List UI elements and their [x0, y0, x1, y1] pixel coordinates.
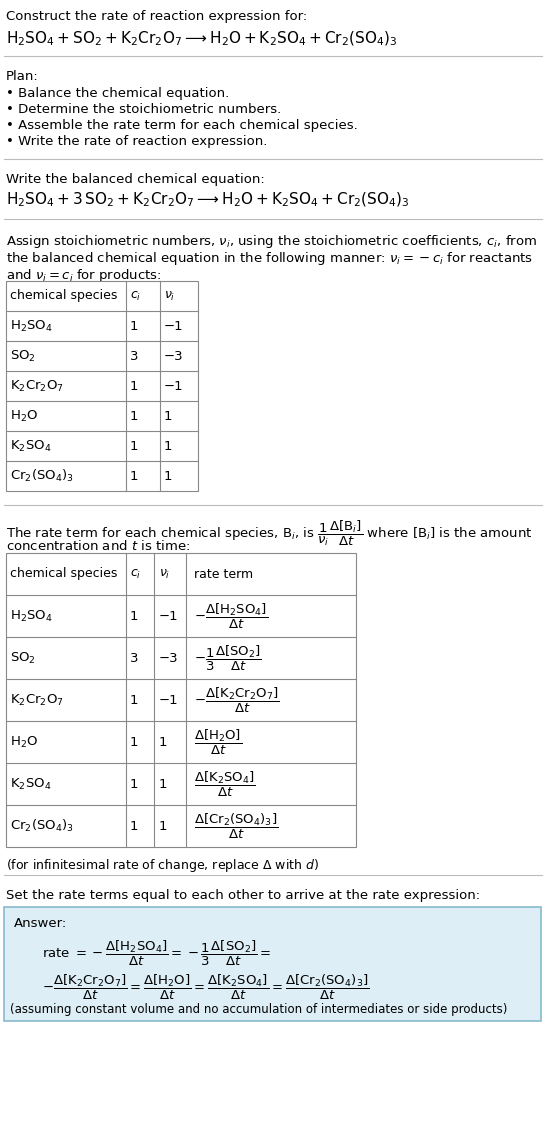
- Text: $c_i$: $c_i$: [130, 289, 141, 303]
- Text: Plan:: Plan:: [6, 70, 39, 83]
- Text: $\mathrm{K_2Cr_2O_7}$: $\mathrm{K_2Cr_2O_7}$: [10, 378, 64, 394]
- Text: (for infinitesimal rate of change, replace Δ with $d$): (for infinitesimal rate of change, repla…: [6, 856, 319, 874]
- Text: 1: 1: [130, 410, 139, 423]
- Text: $\mathrm{H_2SO_4 + 3\,SO_2 + K_2Cr_2O_7 \longrightarrow H_2O + K_2SO_4 + Cr_2(SO: $\mathrm{H_2SO_4 + 3\,SO_2 + K_2Cr_2O_7 …: [6, 191, 409, 209]
- Text: 1: 1: [164, 440, 173, 452]
- Text: $\mathrm{Cr_2(SO_4)_3}$: $\mathrm{Cr_2(SO_4)_3}$: [10, 818, 74, 834]
- Text: $\nu_i$: $\nu_i$: [159, 568, 170, 580]
- Text: $\mathrm{H_2SO_4}$: $\mathrm{H_2SO_4}$: [10, 319, 52, 333]
- Text: $\mathrm{Cr_2(SO_4)_3}$: $\mathrm{Cr_2(SO_4)_3}$: [10, 468, 74, 484]
- Text: $\mathrm{H_2O}$: $\mathrm{H_2O}$: [10, 734, 38, 749]
- Text: and $\nu_i = c_i$ for products:: and $\nu_i = c_i$ for products:: [6, 267, 162, 284]
- Text: chemical species: chemical species: [10, 290, 117, 303]
- Text: 1: 1: [130, 820, 139, 833]
- Text: the balanced chemical equation in the following manner: $\nu_i = -c_i$ for react: the balanced chemical equation in the fo…: [6, 250, 533, 267]
- Text: 1: 1: [159, 735, 168, 748]
- Bar: [6, 281, 198, 491]
- Text: Construct the rate of reaction expression for:: Construct the rate of reaction expressio…: [6, 10, 307, 23]
- Text: −3: −3: [164, 349, 183, 362]
- Text: $-\dfrac{\Delta[\mathrm{K_2Cr_2O_7}]}{\Delta t} = \dfrac{\Delta[\mathrm{H_2O}]}{: $-\dfrac{\Delta[\mathrm{K_2Cr_2O_7}]}{\D…: [42, 973, 370, 1003]
- Text: $c_i$: $c_i$: [130, 568, 141, 580]
- Text: 1: 1: [130, 379, 139, 393]
- Text: Answer:: Answer:: [14, 917, 67, 930]
- Text: $-\dfrac{\Delta[\mathrm{K_2Cr_2O_7}]}{\Delta t}$: $-\dfrac{\Delta[\mathrm{K_2Cr_2O_7}]}{\D…: [194, 685, 280, 715]
- Text: $\mathrm{K_2Cr_2O_7}$: $\mathrm{K_2Cr_2O_7}$: [10, 692, 64, 708]
- Text: • Assemble the rate term for each chemical species.: • Assemble the rate term for each chemic…: [6, 119, 358, 132]
- Text: The rate term for each chemical species, $\mathrm{B}_i$, is $\dfrac{1}{\nu_i}\df: The rate term for each chemical species,…: [6, 518, 532, 548]
- Text: $\nu_i$: $\nu_i$: [164, 289, 175, 303]
- Text: • Determine the stoichiometric numbers.: • Determine the stoichiometric numbers.: [6, 103, 281, 116]
- Text: • Write the rate of reaction expression.: • Write the rate of reaction expression.: [6, 135, 268, 148]
- Text: $\mathrm{H_2SO_4}$: $\mathrm{H_2SO_4}$: [10, 609, 52, 624]
- Text: • Balance the chemical equation.: • Balance the chemical equation.: [6, 87, 229, 100]
- Text: 1: 1: [164, 410, 173, 423]
- Text: chemical species: chemical species: [10, 568, 117, 580]
- Text: −1: −1: [159, 610, 179, 622]
- Text: −1: −1: [159, 693, 179, 707]
- Text: 1: 1: [130, 610, 139, 622]
- Text: $\mathrm{SO_2}$: $\mathrm{SO_2}$: [10, 348, 36, 363]
- Text: 1: 1: [159, 778, 168, 790]
- Text: rate $= -\dfrac{\Delta[\mathrm{H_2SO_4}]}{\Delta t} = -\dfrac{1}{3}\dfrac{\Delta: rate $= -\dfrac{\Delta[\mathrm{H_2SO_4}]…: [42, 939, 271, 968]
- Text: $\mathrm{K_2SO_4}$: $\mathrm{K_2SO_4}$: [10, 439, 51, 453]
- Text: Set the rate terms equal to each other to arrive at the rate expression:: Set the rate terms equal to each other t…: [6, 888, 480, 902]
- Text: 1: 1: [159, 820, 168, 833]
- Text: 1: 1: [130, 440, 139, 452]
- Text: 1: 1: [130, 469, 139, 483]
- Bar: [6, 553, 356, 847]
- Text: 3: 3: [130, 349, 139, 362]
- Text: $\dfrac{\Delta[\mathrm{K_2SO_4}]}{\Delta t}$: $\dfrac{\Delta[\mathrm{K_2SO_4}]}{\Delta…: [194, 770, 256, 798]
- Text: (assuming constant volume and no accumulation of intermediates or side products): (assuming constant volume and no accumul…: [10, 1003, 507, 1016]
- Text: 1: 1: [130, 320, 139, 332]
- Text: −1: −1: [164, 320, 183, 332]
- Text: $\dfrac{\Delta[\mathrm{H_2O}]}{\Delta t}$: $\dfrac{\Delta[\mathrm{H_2O}]}{\Delta t}…: [194, 727, 242, 757]
- Text: rate term: rate term: [194, 568, 253, 580]
- Text: 3: 3: [130, 651, 139, 665]
- Text: 1: 1: [164, 469, 173, 483]
- Bar: [6, 553, 356, 847]
- Text: $-\dfrac{1}{3}\dfrac{\Delta[\mathrm{SO_2}]}{\Delta t}$: $-\dfrac{1}{3}\dfrac{\Delta[\mathrm{SO_2…: [194, 643, 262, 673]
- Text: 1: 1: [130, 693, 139, 707]
- Text: $\mathrm{H_2O}$: $\mathrm{H_2O}$: [10, 409, 38, 424]
- Text: concentration and $t$ is time:: concentration and $t$ is time:: [6, 539, 190, 553]
- Text: −1: −1: [164, 379, 183, 393]
- Text: $\mathrm{SO_2}$: $\mathrm{SO_2}$: [10, 651, 36, 666]
- Text: $\mathrm{H_2SO_4 + SO_2 + K_2Cr_2O_7 \longrightarrow H_2O + K_2SO_4 + Cr_2(SO_4): $\mathrm{H_2SO_4 + SO_2 + K_2Cr_2O_7 \lo…: [6, 30, 397, 48]
- Text: −3: −3: [159, 651, 179, 665]
- Text: $-\dfrac{\Delta[\mathrm{H_2SO_4}]}{\Delta t}$: $-\dfrac{\Delta[\mathrm{H_2SO_4}]}{\Delt…: [194, 602, 268, 630]
- Text: $\dfrac{\Delta[\mathrm{Cr_2(SO_4)_3}]}{\Delta t}$: $\dfrac{\Delta[\mathrm{Cr_2(SO_4)_3}]}{\…: [194, 811, 278, 841]
- Text: 1: 1: [130, 735, 139, 748]
- Text: Assign stoichiometric numbers, $\nu_i$, using the stoichiometric coefficients, $: Assign stoichiometric numbers, $\nu_i$, …: [6, 233, 537, 250]
- Text: Write the balanced chemical equation:: Write the balanced chemical equation:: [6, 172, 265, 186]
- Bar: [6, 281, 198, 491]
- FancyBboxPatch shape: [4, 907, 541, 1021]
- Text: $\mathrm{K_2SO_4}$: $\mathrm{K_2SO_4}$: [10, 777, 51, 791]
- Text: 1: 1: [130, 778, 139, 790]
